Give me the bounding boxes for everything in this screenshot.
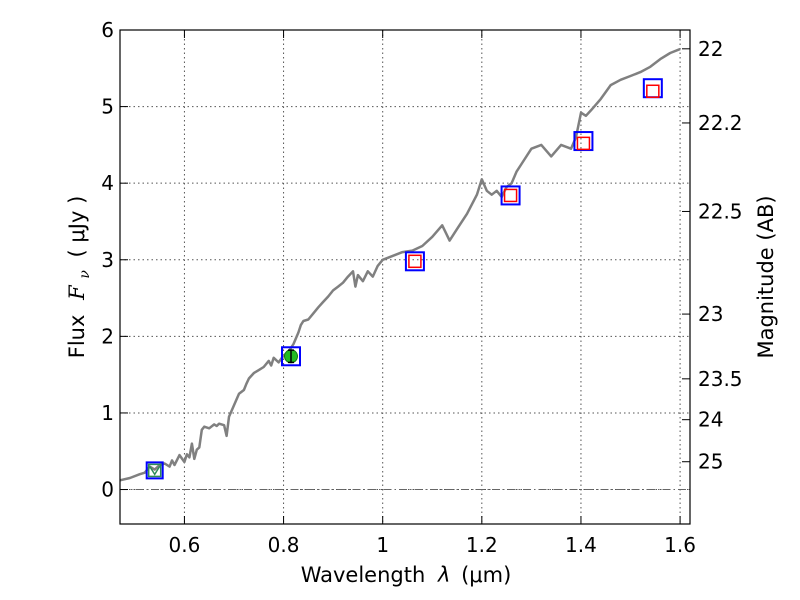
plot-frame	[119, 29, 691, 525]
magnitude-tick-label: 22.5	[698, 199, 743, 223]
magnitude-tick-label: 24	[698, 408, 723, 432]
axis-ticks: 0.6 0.8 1 1.2 1.4 1.601234562222.222.52323.52…	[101, 18, 742, 557]
observed-flux-box	[503, 188, 518, 203]
magnitude-tick-label: 22.2	[698, 111, 743, 135]
magnitude-tick-label: 25	[698, 450, 723, 474]
magnitude-tick-label: 23	[698, 302, 723, 326]
magnitude-tick-label: 23.5	[698, 367, 743, 391]
model-sed-line	[119, 47, 681, 482]
model-flux-box	[281, 346, 301, 367]
observed-flux-box	[576, 136, 591, 151]
model-flux-box	[145, 461, 164, 480]
x-axis-label: Wavelength λ (μm)	[301, 563, 512, 587]
photometry-points	[145, 78, 663, 480]
magnitude-axis-label: Magnitude (AB)	[754, 195, 778, 358]
y-tick-label: 3	[101, 248, 114, 272]
x-tick-label: 1.2	[466, 533, 498, 557]
upper-limit-arrow	[149, 465, 161, 476]
x-tick-label: 1	[376, 533, 389, 557]
y-tick-label: 0	[101, 478, 114, 502]
x-tick-label: 0.6	[169, 533, 201, 557]
y-tick-label: 4	[101, 171, 114, 195]
observed-flux-box	[408, 254, 422, 269]
series-layer	[119, 47, 681, 482]
model-flux-box	[500, 185, 521, 206]
gridlines	[120, 29, 690, 524]
x-tick-label: 1.4	[565, 533, 597, 557]
x-tick-label: 0.8	[268, 533, 300, 557]
model-flux-box	[404, 251, 425, 272]
y-axis-label: Flux F ν ( μJy )	[65, 196, 94, 359]
magnitude-tick-label: 22	[698, 37, 723, 61]
y-tick-label: 6	[101, 18, 114, 42]
upper-limit-box	[147, 463, 162, 478]
y-tick-label: 1	[101, 401, 114, 425]
observed-flux-box	[646, 84, 660, 99]
y-tick-label: 2	[101, 324, 114, 348]
x-tick-label: 1.6	[664, 533, 696, 557]
y-tick-label: 5	[101, 95, 114, 119]
